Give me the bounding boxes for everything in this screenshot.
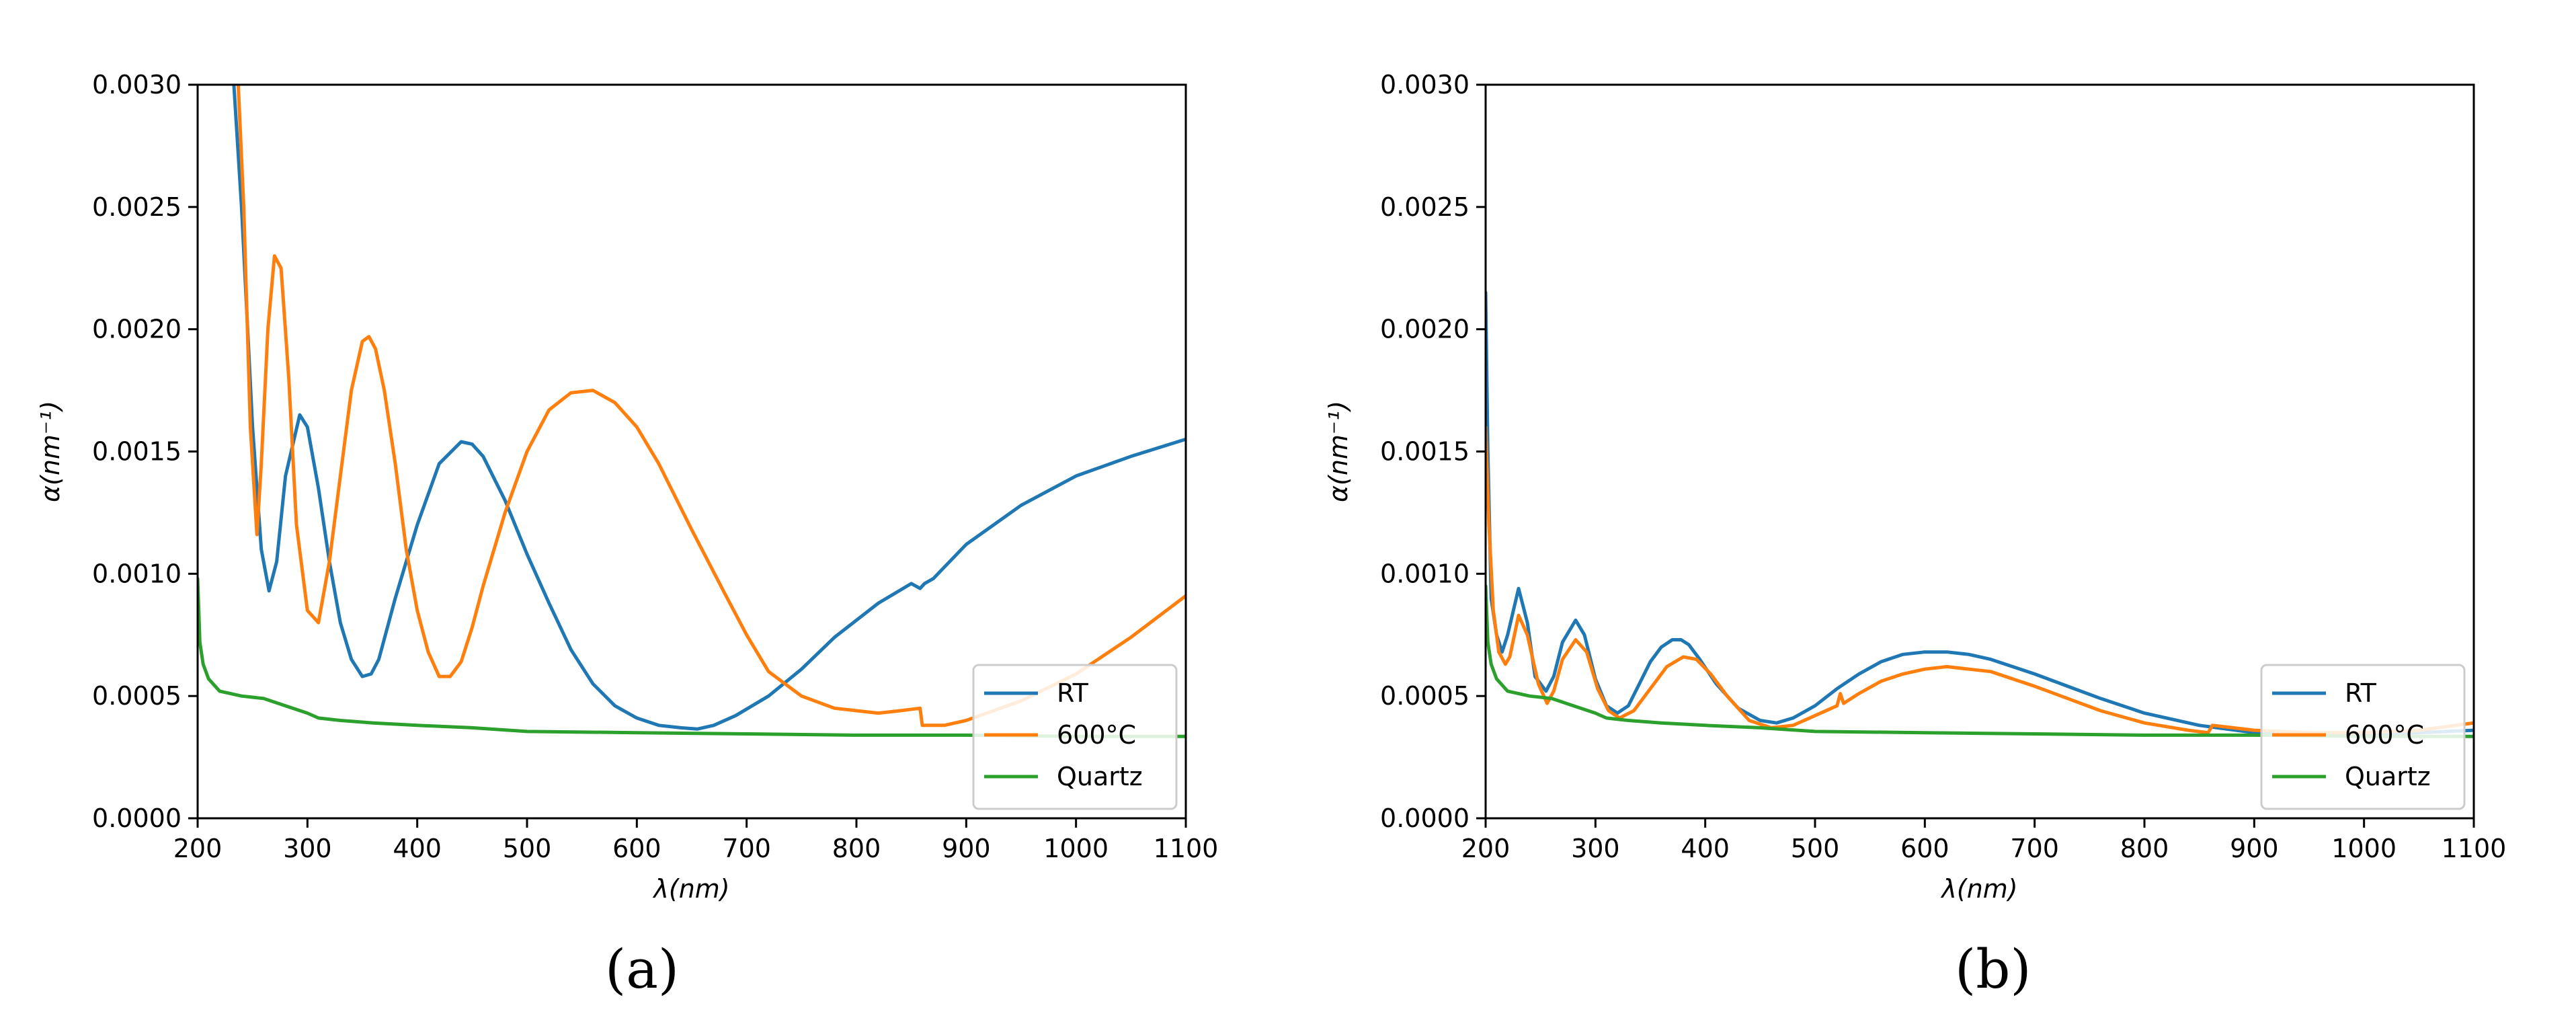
legend: RT 600°C Quartz xyxy=(972,664,1178,810)
x-tick-label: 600 xyxy=(1900,834,1949,863)
legend-label: Quartz xyxy=(2345,762,2431,791)
x-tick-label: 700 xyxy=(722,834,771,863)
x-tick-label: 900 xyxy=(2230,834,2279,863)
x-tick-label: 600 xyxy=(612,834,661,863)
x-tick-label: 1100 xyxy=(1154,834,1219,863)
panel-b: 200 300 400 500 600 700 800 900 1000 1100 0.0000 0.… xyxy=(1288,0,2576,1022)
y-tick-label: 0.0005 xyxy=(1380,681,1470,711)
y-tick-label: 0.0000 xyxy=(1380,803,1470,833)
x-tick-label: 800 xyxy=(2120,834,2169,863)
panel-a: 200 300 400 500 600 700 800 900 1000 1100 0.0000 0.… xyxy=(36,70,1219,904)
x-tick-label: 200 xyxy=(173,834,223,863)
y-tick-label: 0.0030 xyxy=(92,70,182,100)
x-tick-label: 1100 xyxy=(2442,834,2507,863)
y-tick-label: 0.0025 xyxy=(92,192,182,222)
x-tick-label: 400 xyxy=(393,834,442,863)
y-tick-label: 0.0015 xyxy=(1380,437,1470,467)
y-tick-label: 0.0015 xyxy=(92,437,182,467)
y-tick-label: 0.0025 xyxy=(1380,192,1470,222)
y-tick-label: 0.0005 xyxy=(92,681,182,711)
x-tick-label: 900 xyxy=(942,834,991,863)
y-axis-label: α(nm⁻¹) xyxy=(36,401,65,502)
y-tick-label: 0.0020 xyxy=(1380,315,1470,344)
legend-box xyxy=(972,664,1178,810)
legend-label: 600°C xyxy=(2345,720,2424,750)
x-tick-label: 800 xyxy=(832,834,881,863)
x-axis-label: λ(nm) xyxy=(1940,874,2017,904)
x-tick-label: 700 xyxy=(2010,834,2059,863)
caption-a: (a) xyxy=(605,938,680,1000)
legend-label: Quartz xyxy=(1057,762,1143,791)
y-tick-label: 0.0010 xyxy=(1380,559,1470,588)
caption-b: (b) xyxy=(1955,938,2031,1000)
series-line-600c xyxy=(236,85,1186,728)
x-tick-label: 500 xyxy=(503,834,552,863)
y-axis-label: α(nm⁻¹) xyxy=(1324,401,1353,502)
chart-a: 200 300 400 500 600 700 800 900 1000 1100 0.0000 0.… xyxy=(36,70,1219,904)
series-line-quartz xyxy=(1486,584,2474,738)
legend-label: RT xyxy=(1057,678,1089,708)
x-tick-label: 300 xyxy=(1571,834,1620,863)
x-tick-label: 1000 xyxy=(2331,834,2397,863)
legend-label: RT xyxy=(2345,678,2377,708)
x-tick-label: 300 xyxy=(283,834,332,863)
x-axis-label: λ(nm) xyxy=(652,874,729,904)
series-line-rt xyxy=(232,85,1186,731)
x-tick-label: 200 xyxy=(1461,834,1511,863)
legend-box xyxy=(2260,664,2466,810)
y-tick-label: 0.0020 xyxy=(92,315,182,344)
y-tick-label: 0.0010 xyxy=(92,559,182,588)
series-line-quartz xyxy=(198,577,1186,738)
y-tick-label: 0.0000 xyxy=(92,803,182,833)
chart-b: 200 300 400 500 600 700 800 900 1000 1100 0.0000 0.… xyxy=(1324,70,2507,904)
y-tick-label: 0.0030 xyxy=(1380,70,1470,100)
x-tick-label: 1000 xyxy=(1043,834,1109,863)
x-tick-label: 500 xyxy=(1791,834,1840,863)
legend-label: 600°C xyxy=(1057,720,1136,750)
x-tick-label: 400 xyxy=(1681,834,1730,863)
legend: RT 600°C Quartz xyxy=(2260,664,2466,810)
